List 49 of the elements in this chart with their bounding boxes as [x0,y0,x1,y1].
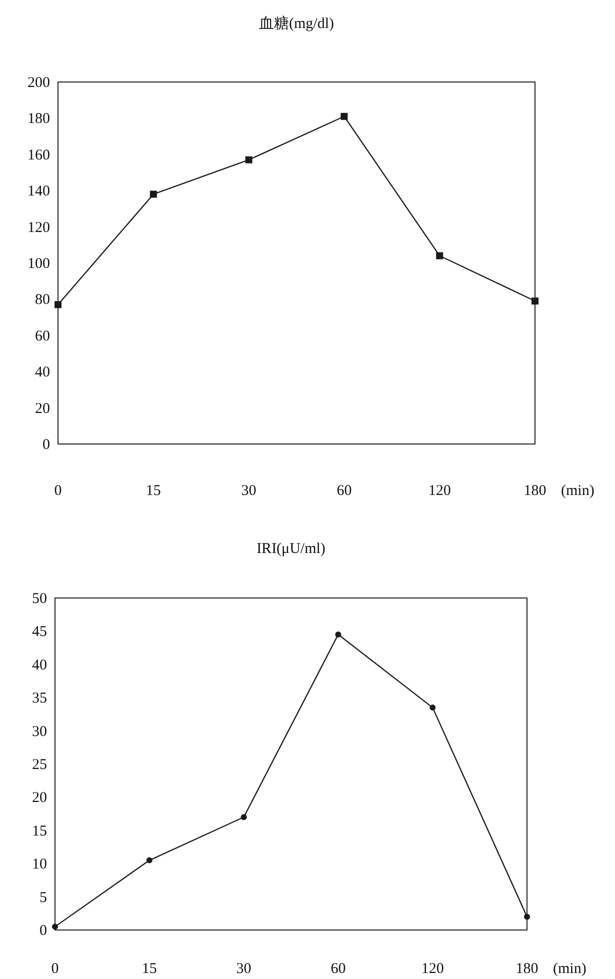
point [52,924,58,930]
point [436,252,444,260]
y-tick-label: 60 [35,328,50,344]
x-axis-title: (min) [553,961,586,977]
x-axis-title: (min) [561,483,594,499]
y-tick-label: 20 [35,400,50,417]
y-tick-label: 25 [32,757,47,773]
x-tick-label: 15 [142,961,157,977]
y-tick-label: 10 [32,856,47,873]
point [335,632,342,638]
y-tick-label: 20 [32,790,47,806]
point [340,112,348,120]
chart-title: 血糖(mg/dl) [259,15,334,32]
point [146,857,152,864]
x-tick-label: 60 [336,483,352,499]
y-tick-label: 50 [32,591,47,607]
chart-title: IRI(μU/ml) [256,541,326,557]
x-tick-label: 120 [428,483,451,499]
y-tick-label: 200 [28,75,50,91]
point [430,704,436,711]
y-tick-label: 80 [35,292,50,308]
x-tick-label: 180 [524,483,546,499]
y-tick-label: 120 [28,220,50,236]
y-tick-label: 160 [28,147,50,164]
y-tick-label: 15 [32,823,47,840]
point [54,301,62,308]
y-tick-label: 40 [35,364,50,381]
point [524,914,530,920]
point [245,156,252,164]
y-tick-label: 45 [32,624,47,640]
y-tick-label: 100 [28,256,50,272]
x-tick-label: 0 [54,483,62,499]
x-tick-label: 180 [516,961,538,977]
y-tick-label: 40 [32,657,47,674]
y-tick-label: 30 [32,724,47,740]
point [150,190,157,198]
y-tick-label: 0 [40,923,47,939]
x-tick-label: 15 [146,483,161,499]
y-tick-label: 35 [32,690,47,707]
point [240,814,247,820]
y-tick-label: 140 [28,184,50,200]
x-tick-label: 60 [330,961,346,977]
y-tick-label: 180 [28,111,50,128]
y-tick-label: 5 [40,890,47,906]
x-tick-label: 30 [236,961,252,977]
point [532,298,538,305]
x-tick-label: 30 [241,483,256,499]
y-tick-label: 0 [42,437,50,453]
x-tick-label: 120 [421,961,444,977]
